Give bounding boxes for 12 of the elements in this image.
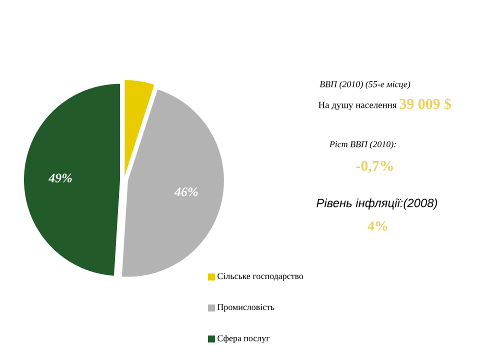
data-label: 46%: [174, 188, 198, 196]
legend-label: Сільське господарство: [218, 273, 304, 281]
legend-label: Промисловість: [217, 304, 274, 312]
text: Рівень інфляції:(2008): [316, 198, 438, 210]
data-label: 49%: [48, 174, 72, 182]
legend-label: Сфера послуг: [218, 334, 270, 344]
text: ВВП (2010) (55-е місце): [320, 80, 410, 90]
text: 4%: [368, 221, 388, 231]
text: Ріст ВВП (2010):: [329, 140, 396, 150]
text: На душу населення: [318, 102, 397, 110]
text: 39 009 $: [400, 98, 452, 110]
text: -0,7%: [356, 160, 393, 174]
